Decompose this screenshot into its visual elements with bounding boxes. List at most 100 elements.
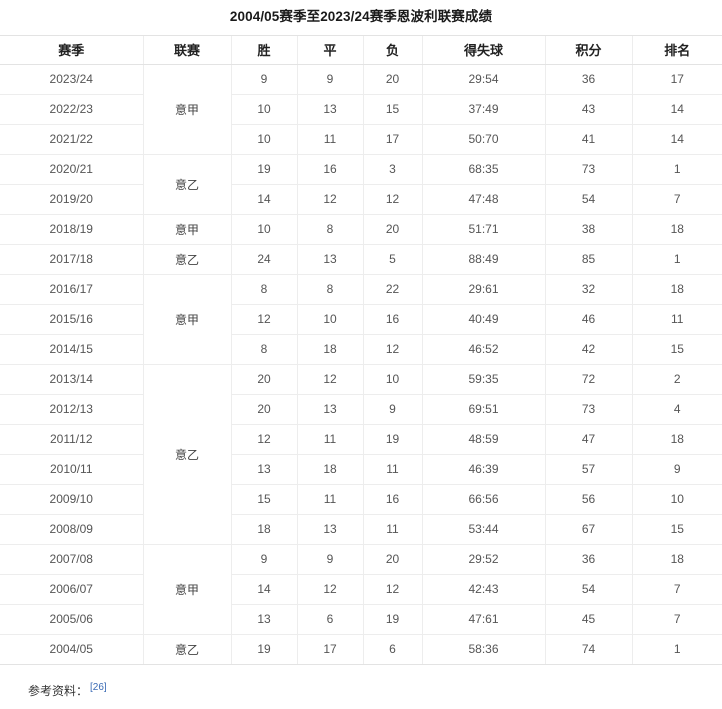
table-row: 2007/08 意甲 9 9 20 29:52 36 18 — [0, 544, 722, 635]
table-row: 2020/21 意乙 19 16 3 68:35 73 1 — [0, 154, 722, 215]
cell-points: 46 — [544, 304, 632, 335]
cell-loss: 16 — [362, 484, 422, 515]
cell-draw: 17 — [296, 634, 363, 665]
cell-win: 12 — [230, 424, 297, 455]
cell-goals: 58:36 — [421, 634, 545, 665]
cell-win: 14 — [230, 184, 297, 215]
cell-loss: 19 — [362, 424, 422, 455]
cell-goals: 46:39 — [421, 454, 545, 485]
cell-points: 36 — [544, 544, 632, 575]
cell-season: 2004/05 — [0, 634, 143, 665]
cell-loss: 11 — [362, 454, 422, 485]
cell-loss: 10 — [362, 364, 422, 395]
table-row: 2016/17 意甲 8 8 22 29:61 32 18 — [0, 274, 722, 365]
cell-points: 38 — [544, 214, 632, 245]
table-row: 2022/23 10 13 15 37:49 43 14 — [0, 94, 722, 125]
cell-goals: 40:49 — [421, 304, 545, 335]
cell-goals: 59:35 — [421, 364, 545, 395]
table-row: 2012/13 20 13 9 69:51 73 4 — [0, 394, 722, 425]
cell-win: 10 — [230, 94, 297, 125]
cell-goals: 47:61 — [421, 604, 545, 635]
cell-goals: 51:71 — [421, 214, 545, 245]
cell-draw: 13 — [296, 94, 363, 125]
cell-win: 10 — [230, 124, 297, 155]
cell-loss: 20 — [362, 64, 422, 95]
cell-loss: 9 — [362, 394, 422, 425]
cell-points: 73 — [544, 154, 632, 185]
league-results-table: 赛季 联赛胜平负得失球 积分 排名 2023/24 意甲 9 9 20 29:54 36 17 202… — [0, 34, 722, 665]
cell-draw: 6 — [296, 604, 363, 635]
cell-draw: 9 — [296, 544, 363, 575]
column-header-rank: 排名 — [631, 34, 722, 65]
cell-rank: 17 — [631, 64, 722, 95]
cell-draw: 8 — [296, 274, 363, 305]
cell-season: 2021/22 — [0, 124, 143, 155]
cell-league: 意乙 — [142, 634, 231, 665]
cell-draw: 13 — [296, 394, 363, 425]
table-body: 2023/24 意甲 9 9 20 29:54 36 17 2022/23 10 13 15 37:49… — [0, 64, 722, 665]
cell-loss: 20 — [362, 544, 422, 575]
cell-rank: 7 — [631, 184, 722, 215]
cell-goals: 46:52 — [421, 334, 545, 365]
cell-season: 2008/09 — [0, 514, 143, 545]
cell-points: 43 — [544, 94, 632, 125]
cell-goals: 37:49 — [421, 94, 545, 125]
reference-link-26[interactable]: [26] — [90, 681, 107, 693]
table-row: 2021/22 10 11 17 50:70 41 14 — [0, 124, 722, 155]
cell-points: 85 — [544, 244, 632, 275]
cell-draw: 13 — [296, 244, 363, 275]
cell-league: 意甲 — [142, 214, 231, 245]
column-header-goals: 得失球 — [421, 34, 545, 65]
table-row: 2010/11 13 18 11 46:39 57 9 — [0, 454, 722, 485]
cell-win: 12 — [230, 304, 297, 335]
cell-goals: 50:70 — [421, 124, 545, 155]
cell-goals: 42:43 — [421, 574, 545, 605]
cell-season: 2010/11 — [0, 454, 143, 485]
cell-season: 2005/06 — [0, 604, 143, 635]
cell-points: 74 — [544, 634, 632, 665]
cell-loss: 17 — [362, 124, 422, 155]
cell-league: 意乙 — [142, 154, 231, 215]
cell-loss: 3 — [362, 154, 422, 185]
cell-loss: 15 — [362, 94, 422, 125]
cell-draw: 18 — [296, 454, 363, 485]
cell-rank: 2 — [631, 364, 722, 395]
cell-rank: 18 — [631, 274, 722, 305]
cell-loss: 20 — [362, 214, 422, 245]
cell-season: 2014/15 — [0, 334, 143, 365]
cell-season: 2015/16 — [0, 304, 143, 335]
cell-season: 2020/21 — [0, 154, 143, 185]
cell-draw: 12 — [296, 364, 363, 395]
cell-league: 意乙 — [142, 364, 231, 545]
cell-draw: 16 — [296, 154, 363, 185]
cell-points: 32 — [544, 274, 632, 305]
table-row: 2018/19 意甲 10 8 20 51:71 38 18 — [0, 214, 722, 245]
cell-goals: 66:56 — [421, 484, 545, 515]
cell-season: 2017/18 — [0, 244, 143, 275]
cell-league: 意甲 — [142, 544, 231, 635]
cell-win: 20 — [230, 394, 297, 425]
cell-season: 2011/12 — [0, 424, 143, 455]
page-title: 2004/05赛季至2023/24赛季恩波利联赛成绩 — [229, 9, 493, 24]
cell-win: 18 — [230, 514, 297, 545]
cell-rank: 15 — [631, 334, 722, 365]
cell-season: 2023/24 — [0, 64, 143, 95]
cell-goals: 29:52 — [421, 544, 545, 575]
column-header-draw: 平 — [296, 34, 363, 65]
cell-goals: 29:61 — [421, 274, 545, 305]
cell-loss: 16 — [362, 304, 422, 335]
cell-season: 2013/14 — [0, 364, 143, 395]
cell-points: 72 — [544, 364, 632, 395]
column-header-loss: 负 — [362, 34, 422, 65]
cell-points: 67 — [544, 514, 632, 545]
cell-rank: 18 — [631, 424, 722, 455]
cell-goals: 48:59 — [421, 424, 545, 455]
cell-loss: 11 — [362, 514, 422, 545]
cell-season: 2007/08 — [0, 544, 143, 575]
cell-draw: 11 — [296, 484, 363, 515]
footnote-label: 参考资料： — [28, 683, 89, 698]
table-row: 2008/09 18 13 11 53:44 67 15 — [0, 514, 722, 545]
table-head: 赛季 联赛胜平负得失球 积分 排名 — [0, 34, 722, 65]
cell-loss: 6 — [362, 634, 422, 665]
cell-season: 2022/23 — [0, 94, 143, 125]
